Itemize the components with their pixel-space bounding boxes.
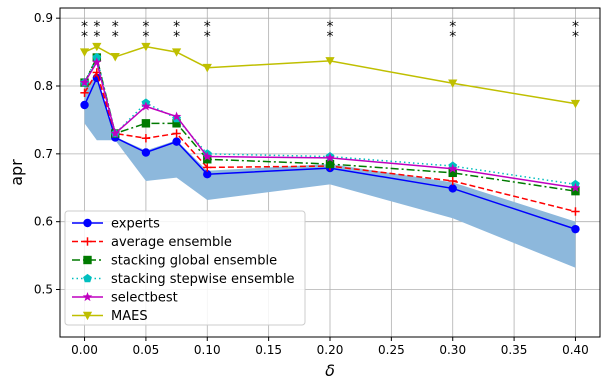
data-point: [447, 163, 458, 173]
data-point: [448, 168, 457, 178]
significance-mark: *: [572, 19, 579, 35]
legend-entry: stacking global ensemble: [72, 254, 277, 269]
data-point: [92, 57, 102, 67]
data-point: [571, 207, 580, 216]
data-point: [202, 151, 213, 161]
significance-mark: *: [93, 29, 100, 45]
y-tick-label: 0.5: [34, 283, 53, 297]
x-tick-label: 0.40: [562, 343, 589, 357]
data-point: [80, 88, 89, 97]
data-point: [172, 129, 181, 138]
x-tick-label: 0.10: [194, 343, 221, 357]
x-ticks: 0.00 0.05 0.10 0.15 0.20 0.25 0.30 0.35 0.40: [71, 337, 589, 357]
y-tick-label: 0.8: [34, 79, 53, 93]
series-line: [83, 55, 576, 192]
significance-mark: *: [142, 29, 149, 45]
data-point: [203, 163, 212, 172]
legend-marker: [83, 218, 92, 228]
data-point: [571, 224, 580, 234]
legend-label: average ensemble: [111, 235, 232, 250]
x-tick-label: 0.15: [255, 343, 282, 357]
series-5: [79, 42, 581, 109]
data-point: [141, 148, 151, 157]
data-point: [141, 101, 151, 111]
significance-mark: *: [112, 29, 119, 45]
significance-mark: *: [173, 29, 180, 45]
data-point: [203, 155, 212, 164]
data-point: [172, 119, 181, 128]
x-tick-label: 0.35: [501, 343, 528, 357]
legend-entry: experts: [72, 217, 160, 232]
legend-entry: selectbest: [72, 291, 178, 306]
legend-label: MAES: [111, 309, 148, 324]
significance-mark: *: [173, 19, 180, 35]
data-point: [448, 79, 458, 88]
x-tick-label: 0.30: [439, 343, 466, 357]
legend-entry: MAES: [72, 309, 148, 324]
x-tick-label: 0.20: [317, 343, 344, 357]
significance-mark: *: [449, 29, 456, 45]
y-tick-label: 0.9: [34, 11, 53, 25]
series-4: [79, 57, 581, 192]
data-point: [325, 159, 335, 169]
y-tick-label: 0.6: [34, 215, 53, 229]
data-point: [570, 99, 581, 109]
significance-mark: *: [81, 19, 88, 35]
y-axis-label: apr: [7, 159, 26, 186]
data-point: [110, 128, 121, 138]
data-point: [79, 77, 90, 87]
significance-mark: *: [204, 29, 211, 45]
legend-marker: [83, 237, 92, 246]
y-ticks: 0.5 0.6 0.7 0.8 0.9: [34, 11, 60, 297]
data-point: [203, 169, 212, 179]
data-point: [80, 100, 89, 110]
significance-mark: *: [81, 29, 88, 45]
significance-mark: *: [572, 29, 579, 45]
data-point: [325, 152, 335, 162]
legend-entry: stacking stepwise ensemble: [72, 272, 295, 287]
significance-mark: *: [93, 19, 100, 35]
legend-label: stacking stepwise ensemble: [111, 272, 295, 287]
significance-mark: *: [142, 19, 149, 35]
data-point: [325, 57, 335, 66]
data-point: [172, 137, 181, 146]
data-point: [202, 63, 212, 73]
data-point: [571, 186, 580, 196]
data-point: [570, 182, 581, 192]
data-point: [92, 52, 102, 62]
data-point: [141, 119, 151, 128]
data-point: [448, 176, 457, 186]
legend-label: stacking global ensemble: [111, 254, 277, 269]
x-tick-label: 0.00: [71, 343, 98, 357]
legend-label: selectbest: [111, 291, 178, 306]
legend-marker: [83, 273, 92, 283]
significance-mark: *: [204, 19, 211, 35]
data-point: [79, 48, 90, 57]
series-layer: [79, 42, 581, 234]
legend-box: [64, 210, 306, 326]
data-point: [141, 134, 151, 143]
legend-marker: [82, 311, 93, 321]
data-point: [448, 184, 457, 193]
legend-marker: [82, 291, 93, 302]
x-tick-label: 0.25: [378, 343, 405, 357]
y-tick-label: 0.7: [34, 147, 53, 161]
significance-mark: *: [112, 19, 119, 35]
data-point: [110, 53, 120, 62]
data-point: [92, 42, 102, 52]
significance-mark: *: [327, 19, 334, 35]
data-point: [171, 111, 182, 121]
significance-mark: *: [449, 19, 456, 35]
x-tick-label: 0.05: [133, 343, 160, 357]
significance-mark: *: [327, 29, 334, 45]
data-point: [171, 48, 182, 57]
legend-marker: [83, 255, 92, 265]
legend: experts average ensemble stacking global e…: [64, 210, 306, 326]
x-axis-label: δ: [325, 361, 335, 380]
legend-entry: average ensemble: [72, 235, 232, 250]
legend-label: experts: [111, 217, 160, 232]
annotation-layer: ******************: [81, 19, 579, 45]
data-point: [141, 42, 151, 52]
